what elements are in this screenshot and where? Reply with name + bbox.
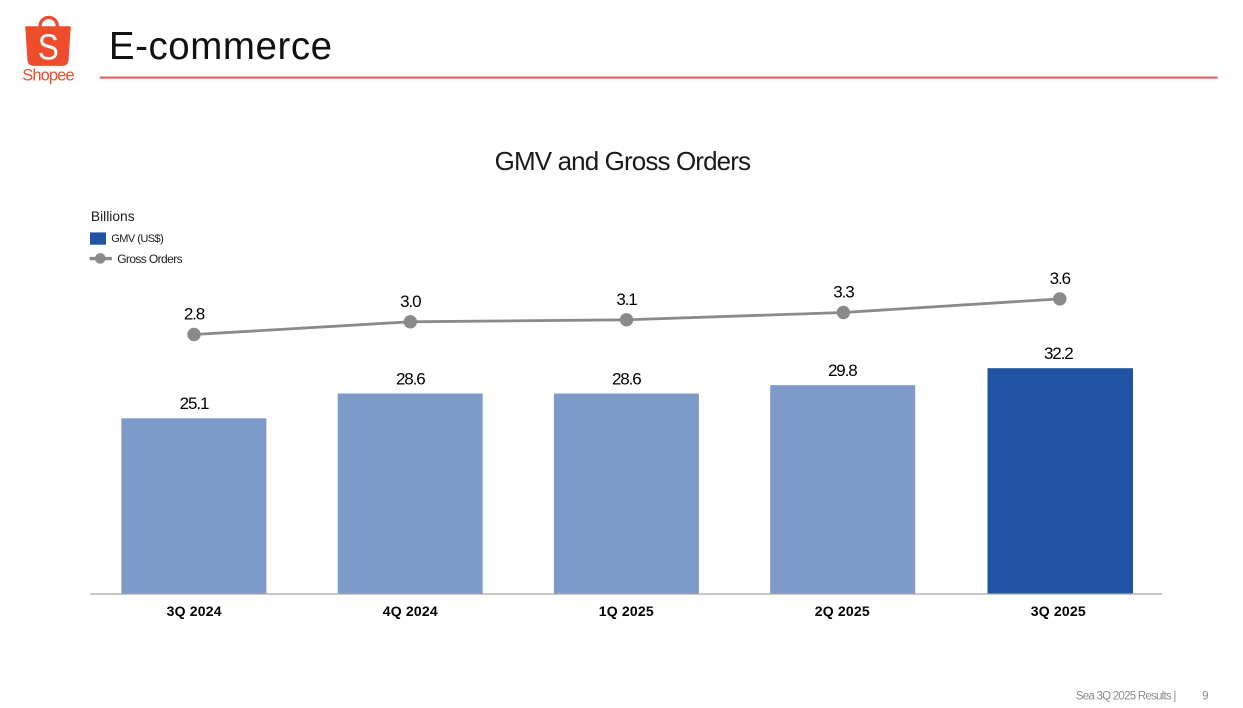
svg-text:9: 9 (1202, 690, 1208, 702)
svg-text:Billions: Billions (91, 209, 135, 224)
svg-text:25.1: 25.1 (180, 394, 209, 413)
svg-text:3Q 2024: 3Q 2024 (167, 603, 222, 619)
svg-text:1Q 2025: 1Q 2025 (599, 603, 654, 619)
svg-text:Sea 3Q 2025 Results |: Sea 3Q 2025 Results | (1076, 690, 1176, 702)
svg-text:Shopee: Shopee (22, 67, 74, 85)
svg-text:32.2: 32.2 (1044, 344, 1073, 363)
svg-text:3.0: 3.0 (400, 292, 421, 311)
svg-text:29.8: 29.8 (828, 361, 857, 380)
svg-text:3.6: 3.6 (1050, 269, 1071, 288)
svg-text:E-commerce: E-commerce (109, 25, 333, 68)
svg-text:2.8: 2.8 (184, 305, 205, 324)
svg-text:3.1: 3.1 (616, 290, 637, 309)
svg-text:GMV and Gross Orders: GMV and Gross Orders (495, 146, 751, 176)
svg-text:Gross Orders: Gross Orders (117, 252, 182, 266)
svg-text:3Q 2025: 3Q 2025 (1031, 603, 1086, 619)
svg-text:S: S (38, 28, 59, 69)
svg-text:2Q 2025: 2Q 2025 (815, 603, 870, 619)
svg-text:4Q 2024: 4Q 2024 (383, 603, 438, 619)
svg-text:GMV (US$): GMV (US$) (111, 233, 163, 245)
svg-text:28.6: 28.6 (612, 369, 641, 388)
svg-text:28.6: 28.6 (396, 369, 425, 388)
svg-text:3.3: 3.3 (833, 283, 854, 302)
